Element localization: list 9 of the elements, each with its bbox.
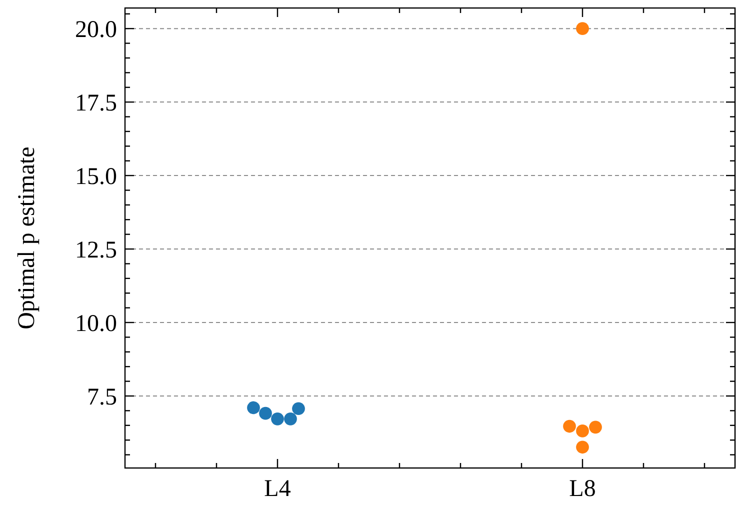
y-tick-label: 17.5: [75, 90, 117, 116]
y-axis-title: Optimal p estimate: [14, 146, 40, 330]
y-tick-label: 7.5: [87, 384, 117, 410]
y-tick-label: 12.5: [75, 237, 117, 264]
y-tick-label: 20.0: [75, 16, 117, 43]
x-tick-label: L4: [264, 476, 291, 502]
x-tick-label: L8: [569, 476, 596, 502]
y-tick-label: 10.0: [75, 310, 117, 337]
y-tick-label: 15.0: [75, 164, 117, 190]
